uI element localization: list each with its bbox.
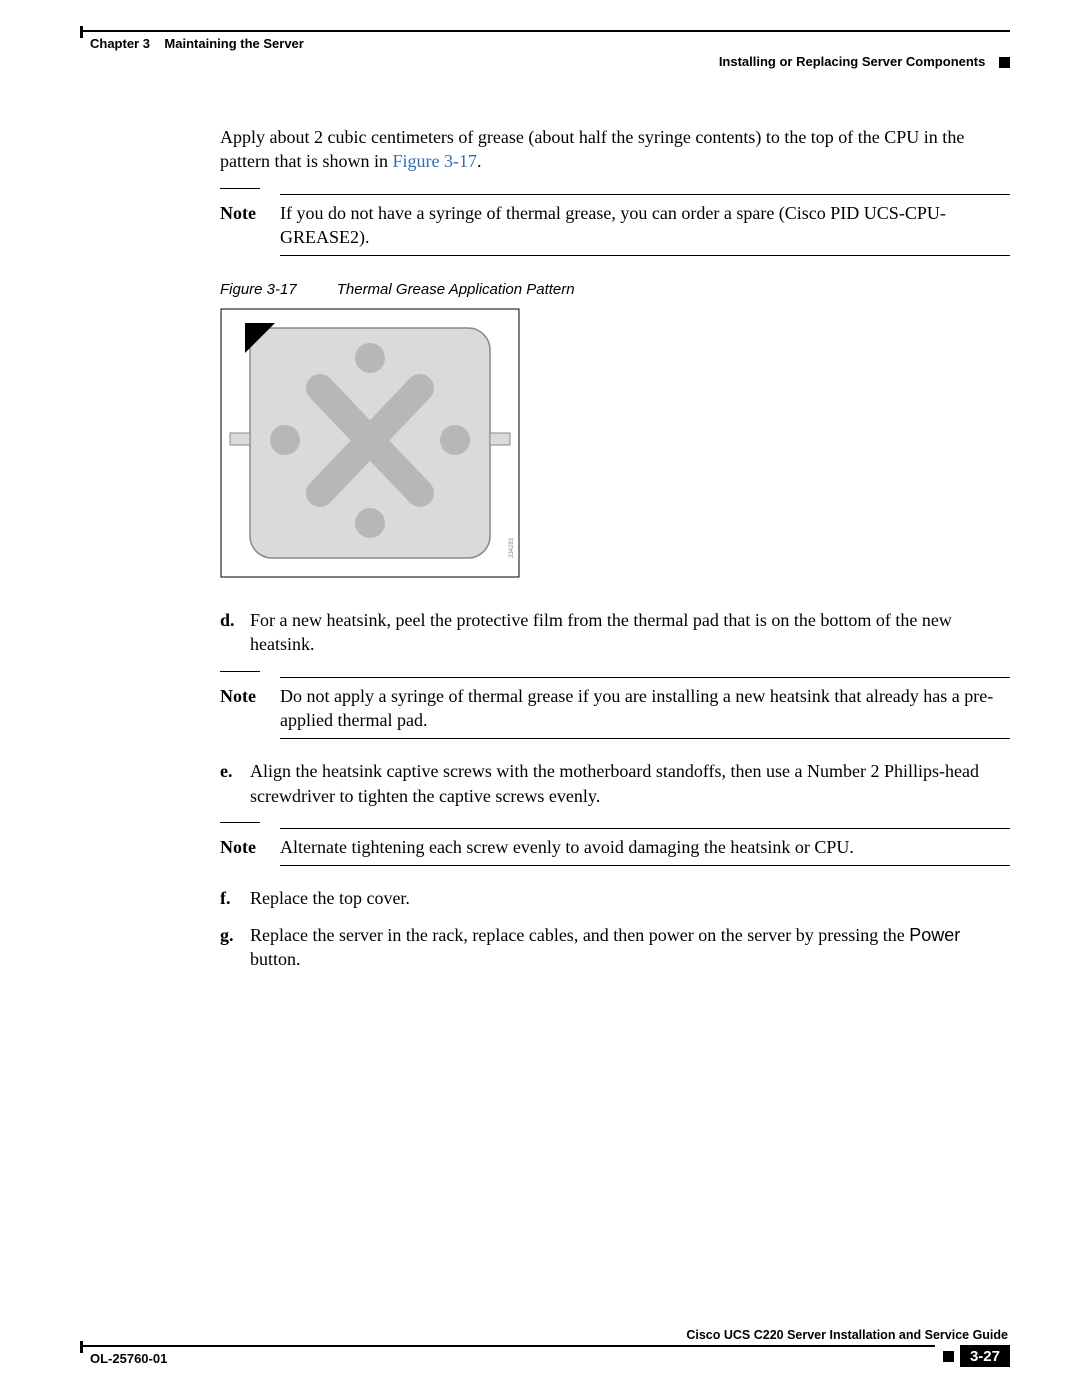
step-g-part1: Replace the server in the rack, replace … [250,925,909,945]
step-f: f. Replace the top cover. [220,886,1010,910]
footer-bar-glyph [80,1341,83,1353]
grease-dot-west [270,425,300,455]
footer-doc-id: OL-25760-01 [90,1351,167,1366]
step-marker: e. [220,759,250,808]
chapter-label: Chapter 3 [90,36,150,51]
chapter-title: Maintaining the Server [164,36,303,51]
note-text: If you do not have a syringe of thermal … [280,201,1010,250]
running-header: Chapter 3 Maintaining the Server Install… [80,30,1010,70]
step-marker: g. [220,923,250,972]
power-button-label: Power [909,925,960,945]
grease-dot-south [355,508,385,538]
running-footer: Cisco UCS C220 Server Installation and S… [80,1328,1010,1367]
footer-rule: OL-25760-01 [80,1345,935,1367]
step-g-part2: button. [250,949,301,969]
figure-title: Thermal Grease Application Pattern [337,281,575,298]
footer-guide-title: Cisco UCS C220 Server Installation and S… [80,1328,1010,1345]
figure-image: 334283 [220,308,1010,583]
section-title: Installing or Replacing Server Component… [719,54,986,69]
note-text: Alternate tightening each screw evenly t… [280,835,1010,859]
note-rule [280,194,1010,195]
step-d: d. For a new heatsink, peel the protecti… [220,608,1010,657]
step-g: g. Replace the server in the rack, repla… [220,923,1010,972]
footer-square-icon [943,1351,954,1362]
note-rule [280,865,1010,866]
note-rule [280,828,1010,829]
intro-period: . [477,151,482,171]
header-square-icon [999,57,1010,68]
note-rule [280,677,1010,678]
page-content: Apply about 2 cubic centimeters of greas… [220,125,1010,971]
plate-notch-right [490,433,510,445]
page-number: 3-27 [960,1345,1010,1367]
intro-text: Apply about 2 cubic centimeters of greas… [220,127,964,171]
note-label: Note [220,684,280,708]
figure-label: Figure 3-17 [220,281,297,298]
intro-paragraph: Apply about 2 cubic centimeters of greas… [220,125,1010,174]
figure-caption: Figure 3-17 Thermal Grease Application Pa… [220,281,1010,298]
step-text: Replace the top cover. [250,886,1010,910]
note-block-2: Note Do not apply a syringe of thermal g… [220,677,1010,740]
step-text: Replace the server in the rack, replace … [250,923,1010,972]
thermal-grease-svg: 334283 [220,308,520,578]
step-marker: d. [220,608,250,657]
step-marker: f. [220,886,250,910]
figure-reference-link[interactable]: Figure 3-17 [392,151,477,171]
note-text: Do not apply a syringe of thermal grease… [280,684,1010,733]
header-bar-glyph [80,26,83,38]
grease-dot-east [440,425,470,455]
note-rule [280,738,1010,739]
step-text: Align the heatsink captive screws with t… [250,759,1010,808]
grease-dot-north [355,343,385,373]
section-heading-row: Installing or Replacing Server Component… [719,54,1010,69]
note-label: Note [220,835,280,859]
note-block-3: Note Alternate tightening each screw eve… [220,828,1010,866]
note-rule [280,255,1010,256]
chapter-heading: Chapter 3 Maintaining the Server [90,36,304,51]
note-block-1: Note If you do not have a syringe of the… [220,194,1010,257]
step-text: For a new heatsink, peel the protective … [250,608,1010,657]
figure-id-text: 334283 [509,538,515,559]
step-e: e. Align the heatsink captive screws wit… [220,759,1010,808]
plate-notch-left [230,433,250,445]
note-label: Note [220,201,280,225]
